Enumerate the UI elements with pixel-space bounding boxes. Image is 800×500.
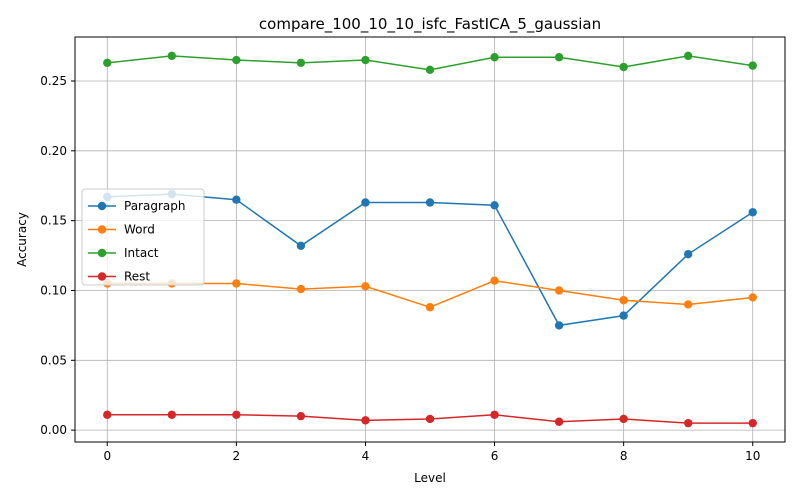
data-point-paragraph — [554, 321, 564, 330]
x-tick-label: 8 — [620, 449, 628, 463]
data-point-intact — [167, 51, 177, 61]
data-point-paragraph — [425, 198, 435, 207]
data-point-paragraph — [619, 311, 628, 320]
data-point-intact — [683, 51, 693, 61]
data-point-rest — [103, 410, 112, 419]
ticks-layer: 0 2 4 6 8 10 0.00 0.05 0.10 0.15 0.20 0.25 — [40, 74, 760, 463]
data-point-intact — [425, 65, 435, 75]
legend-label: Word — [124, 223, 155, 237]
y-tick-label: 0.00 — [40, 423, 67, 437]
y-tick-label: 0.20 — [40, 144, 67, 158]
x-tick-label: 10 — [745, 449, 760, 463]
data-point-intact — [490, 53, 499, 62]
series-intact — [103, 51, 757, 75]
series-word — [103, 276, 757, 312]
series-rest — [103, 410, 757, 428]
data-point-rest — [361, 416, 370, 425]
legend-item-rest: Rest — [88, 270, 150, 284]
data-point-rest — [232, 410, 241, 419]
data-point-rest — [748, 418, 757, 428]
legend-item-paragraph: Paragraph — [88, 199, 185, 213]
legend-box — [81, 188, 205, 286]
legend-marker — [97, 225, 107, 234]
data-point-rest — [167, 410, 177, 419]
data-point-paragraph — [361, 198, 370, 207]
x-tick-label: 4 — [362, 449, 370, 463]
data-point-word — [490, 276, 499, 285]
data-point-paragraph — [748, 208, 757, 217]
data-point-rest — [554, 417, 564, 426]
data-point-paragraph — [490, 201, 499, 210]
y-tick-label: 0.05 — [40, 353, 67, 367]
data-point-word — [683, 300, 693, 309]
data-point-rest — [490, 410, 499, 419]
x-tick-label: 0 — [103, 449, 111, 463]
x-tick-label: 2 — [233, 449, 241, 463]
data-point-word — [554, 286, 564, 295]
y-tick-label: 0.25 — [40, 74, 67, 88]
legend-label: Intact — [124, 246, 159, 260]
data-point-intact — [619, 62, 628, 72]
data-point-intact — [296, 58, 306, 68]
data-point-rest — [619, 414, 628, 424]
legend-label: Paragraph — [124, 199, 185, 213]
data-point-paragraph — [296, 241, 306, 250]
data-point-word — [361, 282, 370, 291]
y-tick-label: 0.15 — [40, 214, 67, 228]
grid-layer — [75, 37, 785, 442]
plot-frame — [74, 36, 786, 443]
data-point-intact — [103, 58, 112, 68]
data-point-intact — [554, 53, 564, 62]
legend-label: Rest — [124, 270, 150, 284]
y-tick-label: 0.10 — [40, 283, 67, 297]
y-axis-label: Accuracy — [15, 212, 29, 267]
chart-title: compare_100_10_10_isfc_FastICA_5_gaussia… — [259, 15, 601, 34]
data-point-paragraph — [232, 195, 241, 204]
x-axis-label: Level — [414, 471, 446, 485]
data-point-rest — [683, 418, 693, 428]
data-point-word — [748, 293, 757, 302]
legend-item-word: Word — [88, 223, 155, 237]
x-tick-label: 6 — [491, 449, 499, 463]
data-point-word — [425, 303, 435, 312]
data-point-rest — [296, 411, 306, 421]
legend-marker — [97, 248, 107, 258]
data-point-intact — [748, 61, 757, 70]
data-point-intact — [232, 55, 241, 65]
legend-item-intact: Intact — [88, 246, 159, 260]
legend-marker — [97, 201, 107, 211]
data-point-paragraph — [683, 249, 693, 259]
legend: Paragraph Word Intact Rest — [81, 188, 205, 286]
data-point-word — [232, 279, 241, 288]
data-point-word — [296, 284, 306, 294]
data-point-rest — [425, 414, 435, 424]
legend-marker — [97, 272, 107, 281]
data-point-word — [619, 296, 628, 305]
series-layer — [103, 51, 757, 428]
data-point-intact — [361, 55, 370, 65]
